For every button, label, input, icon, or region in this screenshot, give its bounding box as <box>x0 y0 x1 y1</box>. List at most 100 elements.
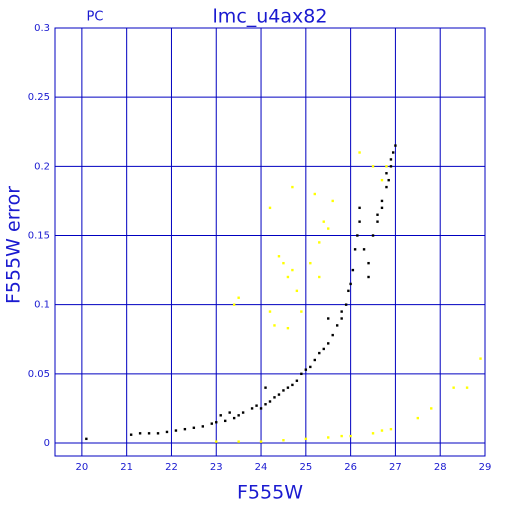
scatter-point <box>273 396 276 399</box>
scatter-point <box>224 419 227 423</box>
scatter-point <box>347 289 350 293</box>
scatter-point <box>192 426 196 429</box>
scatter-point <box>371 432 375 435</box>
scatter-point <box>340 310 343 313</box>
scatter-point <box>380 206 384 210</box>
scatter-point <box>259 407 263 410</box>
y-tick-label: 0.3 <box>34 23 50 34</box>
x-tick-label: 28 <box>434 462 447 473</box>
scatter-point <box>376 220 379 223</box>
scatter-point <box>358 151 361 154</box>
scatter-point <box>367 275 370 279</box>
scatter-point <box>331 333 334 337</box>
scatter-point <box>232 303 236 306</box>
scatter-point <box>264 386 267 389</box>
scatter-point <box>309 365 312 369</box>
scatter-point <box>353 248 357 251</box>
scatter-point <box>313 358 316 362</box>
scatter-point <box>356 234 359 237</box>
scatter-point <box>282 439 285 442</box>
scatter-point <box>465 386 469 389</box>
scatter-point <box>452 386 455 389</box>
scatter-point <box>147 432 151 435</box>
scatter-point <box>385 172 388 175</box>
scatter-point <box>165 430 169 434</box>
chart-title: lmc_u4ax82 <box>213 6 328 28</box>
scatter-point <box>385 185 388 189</box>
x-tick-label: 23 <box>210 462 223 473</box>
scatter-point <box>268 310 272 313</box>
x-tick-label: 27 <box>389 462 402 473</box>
scatter-point <box>327 342 330 345</box>
scatter-point <box>380 199 384 203</box>
scatter-point <box>367 261 370 265</box>
scatter-point <box>313 192 316 196</box>
scatter-point <box>277 393 281 396</box>
scatter-point <box>268 206 272 210</box>
x-tick-label: 29 <box>479 462 492 473</box>
scatter-point <box>259 440 263 443</box>
scatter-point <box>358 220 361 223</box>
scatter-point <box>201 425 205 428</box>
scatter-point <box>237 440 240 443</box>
scatter-point <box>286 326 290 330</box>
x-tick-label: 22 <box>165 462 178 473</box>
scatter-point <box>156 432 160 435</box>
scatter-point <box>349 282 352 286</box>
scatter-point <box>282 261 285 265</box>
scatter-point <box>318 351 321 355</box>
scatter-point <box>331 199 334 203</box>
scatter-point <box>291 383 294 387</box>
scatter-point <box>416 416 420 420</box>
chart-subtitle: PC <box>87 10 104 25</box>
scatter-point <box>391 151 395 154</box>
scatter-point <box>250 407 254 410</box>
y-tick-label: 0.15 <box>28 230 50 241</box>
scatter-point <box>380 429 384 432</box>
scatter-point <box>335 324 339 327</box>
y-tick-label: 0.05 <box>28 369 50 380</box>
scatter-point <box>358 206 361 210</box>
scatter-point <box>344 303 348 306</box>
scatter-point <box>255 404 258 407</box>
scatter-point <box>327 436 330 439</box>
scatter-point <box>183 427 187 431</box>
scatter-point <box>300 310 303 313</box>
scatter-point <box>264 403 267 406</box>
scatter-point <box>389 158 393 161</box>
x-tick-label: 21 <box>120 462 133 473</box>
scatter-point <box>304 437 308 441</box>
scatter-point <box>241 411 245 414</box>
scatter-point <box>322 220 325 223</box>
scatter-point <box>138 432 142 435</box>
y-tick-label: 0 <box>44 438 50 449</box>
scatter-point <box>295 379 299 382</box>
x-tick-label: 20 <box>76 462 89 473</box>
scatter-point <box>215 440 218 443</box>
scatter-point <box>295 289 299 293</box>
scatter-point <box>228 411 231 414</box>
x-tick-label: 26 <box>344 462 357 473</box>
scatter-point <box>237 296 240 299</box>
scatter-point <box>291 185 294 189</box>
scatter-point <box>291 268 294 272</box>
scatter-point <box>282 389 285 392</box>
scatter-point <box>174 429 178 432</box>
y-axis-label: F555W error <box>3 186 25 304</box>
scatter-point <box>351 268 355 272</box>
y-tick-label: 0.2 <box>34 161 50 172</box>
scatter-point <box>219 414 222 417</box>
y-tick-label: 0.25 <box>28 92 50 103</box>
scatter-point <box>286 386 290 389</box>
scatter-point <box>327 317 330 320</box>
scatter-point <box>129 433 133 436</box>
scatter-point <box>300 372 303 376</box>
x-tick-label: 25 <box>299 462 312 473</box>
scatter-point <box>304 368 308 371</box>
scatter-point <box>389 165 393 168</box>
scatter-point <box>394 144 397 147</box>
scatter-point <box>318 241 321 244</box>
x-axis-label: F555W <box>237 482 303 504</box>
scatter-point <box>286 275 290 279</box>
